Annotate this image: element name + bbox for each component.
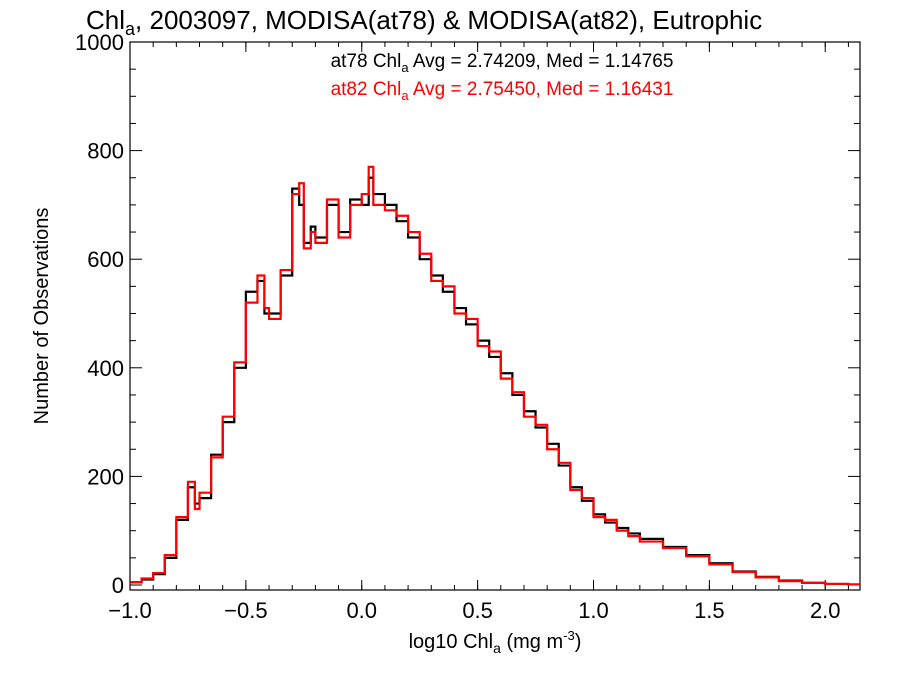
annotation-at78: at78 Chla Avg = 2.74209, Med = 1.14765 (331, 51, 674, 75)
annotation-at82: at82 Chla Avg = 2.75450, Med = 1.16431 (331, 79, 674, 103)
x-tick-label: 1.5 (694, 598, 725, 623)
y-tick-label: 200 (87, 464, 124, 489)
chart-title-subscript: a (125, 19, 136, 39)
annotation-at78-subscript: a (401, 60, 409, 75)
annotation-at82-subscript: a (401, 88, 409, 103)
x-axis-label-superscript: -3 (563, 628, 575, 643)
series-layer (130, 165, 860, 586)
annotation-at78-rest: Avg = 2.74209, Med = 1.14765 (409, 51, 674, 72)
y-tick-label: 600 (87, 247, 124, 272)
x-axis-label-subscript: a (493, 640, 501, 656)
tick-labels: −1.0 −0.5 0.0 0.5 1.0 1.5 2.0 0 200 400 600 800 1000 (75, 30, 840, 623)
annotation-at82-prefix: at82 Chl (331, 79, 402, 100)
y-tick-label: 400 (87, 356, 124, 381)
y-tick-label: 1000 (75, 30, 124, 55)
chart-title-rest: , 2003097, MODISA(at78) & MODISA(at82), … (135, 5, 762, 35)
x-tick-label: 0.0 (346, 598, 377, 623)
series-line-at78 (130, 176, 860, 586)
x-axis-label-prefix: log10 Chl (409, 631, 494, 653)
y-tick-label: 800 (87, 139, 124, 164)
y-axis-label: Number of Observations (31, 208, 53, 425)
annotation-at78-prefix: at78 Chl (331, 51, 402, 72)
x-axis-label-end: ) (575, 631, 582, 653)
x-tick-label: −1.0 (108, 598, 151, 623)
plot-frame (129, 41, 861, 591)
axis-ticks (129, 41, 860, 590)
x-axis-label: log10 Chla (mg m-3) (409, 628, 582, 656)
annotation-at82-rest: Avg = 2.75450, Med = 1.16431 (409, 79, 674, 100)
x-tick-label: 1.0 (578, 598, 609, 623)
x-tick-label: −0.5 (224, 598, 267, 623)
series-line-at82 (130, 165, 860, 586)
x-tick-label: 2.0 (810, 598, 841, 623)
y-tick-label: 0 (112, 573, 124, 598)
x-tick-label: 0.5 (462, 598, 493, 623)
chart-title: Chla, 2003097, MODISA(at78) & MODISA(at8… (86, 5, 762, 39)
chart-title-prefix: Chl (86, 5, 125, 35)
x-axis-label-rest: (mg m (501, 631, 563, 653)
